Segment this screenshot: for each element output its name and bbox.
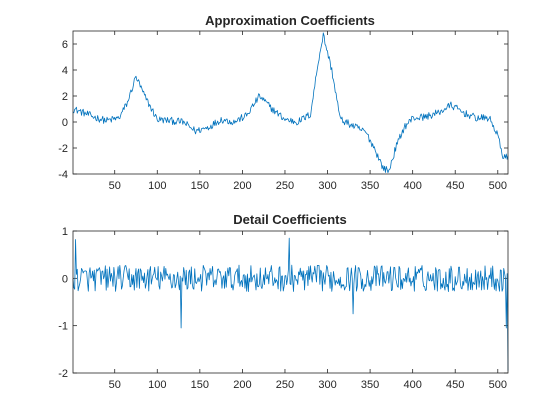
- approximation-ticks: 50 100 150 200 250 300 350 400 450 500 -4 -2 0 2 4 6: [58, 31, 508, 192]
- detail-title: Detail Coefficients: [233, 212, 346, 227]
- x-tick-label: 350: [361, 379, 379, 391]
- x-tick-label: 400: [403, 180, 421, 192]
- y-tick-label: 4: [62, 65, 68, 77]
- x-tick-label: 500: [489, 180, 507, 192]
- x-tick-label: 200: [233, 379, 251, 391]
- y-tick-label: -1: [58, 321, 68, 333]
- x-tick-label: 450: [446, 379, 464, 391]
- x-tick-label: 300: [318, 379, 336, 391]
- x-tick-label: 350: [361, 180, 379, 192]
- y-tick-label: 0: [62, 273, 68, 285]
- approximation-frame: [72, 30, 509, 175]
- y-tick-label: -4: [58, 169, 68, 181]
- x-tick-label: 400: [403, 379, 421, 391]
- x-tick-label: 450: [446, 180, 464, 192]
- series-line: [72, 237, 509, 371]
- x-tick-label: 200: [233, 180, 251, 192]
- y-tick-label: 6: [62, 39, 68, 51]
- approximation-series: [72, 32, 509, 174]
- x-tick-label: 250: [276, 180, 294, 192]
- y-tick-label: 0: [62, 117, 68, 129]
- y-tick-label: -2: [58, 143, 68, 155]
- x-tick-label: 100: [148, 379, 166, 391]
- x-tick-label: 300: [318, 180, 336, 192]
- x-tick-label: 150: [191, 180, 209, 192]
- y-tick-label: 2: [62, 91, 68, 103]
- series-line: [72, 32, 509, 174]
- x-tick-label: 250: [276, 379, 294, 391]
- y-tick-label: 1: [62, 226, 68, 238]
- x-tick-label: 100: [148, 180, 166, 192]
- x-tick-label: 50: [109, 180, 121, 192]
- x-tick-label: 150: [191, 379, 209, 391]
- detail-axes: Detail Coefficients 50 100 150 200 250 300 350…: [58, 212, 509, 391]
- detail-frame: [72, 230, 509, 374]
- approximation-axes: Approximation Coefficients 50 100 150 200 25…: [58, 13, 509, 192]
- x-tick-label: 50: [109, 379, 121, 391]
- y-tick-label: -2: [58, 368, 68, 380]
- approximation-title: Approximation Coefficients: [205, 13, 375, 28]
- detail-ticks: 50 100 150 200 250 300 350 400 450 500 -2 -1 0 1: [58, 226, 508, 391]
- detail-series: [72, 237, 509, 371]
- x-tick-label: 500: [489, 379, 507, 391]
